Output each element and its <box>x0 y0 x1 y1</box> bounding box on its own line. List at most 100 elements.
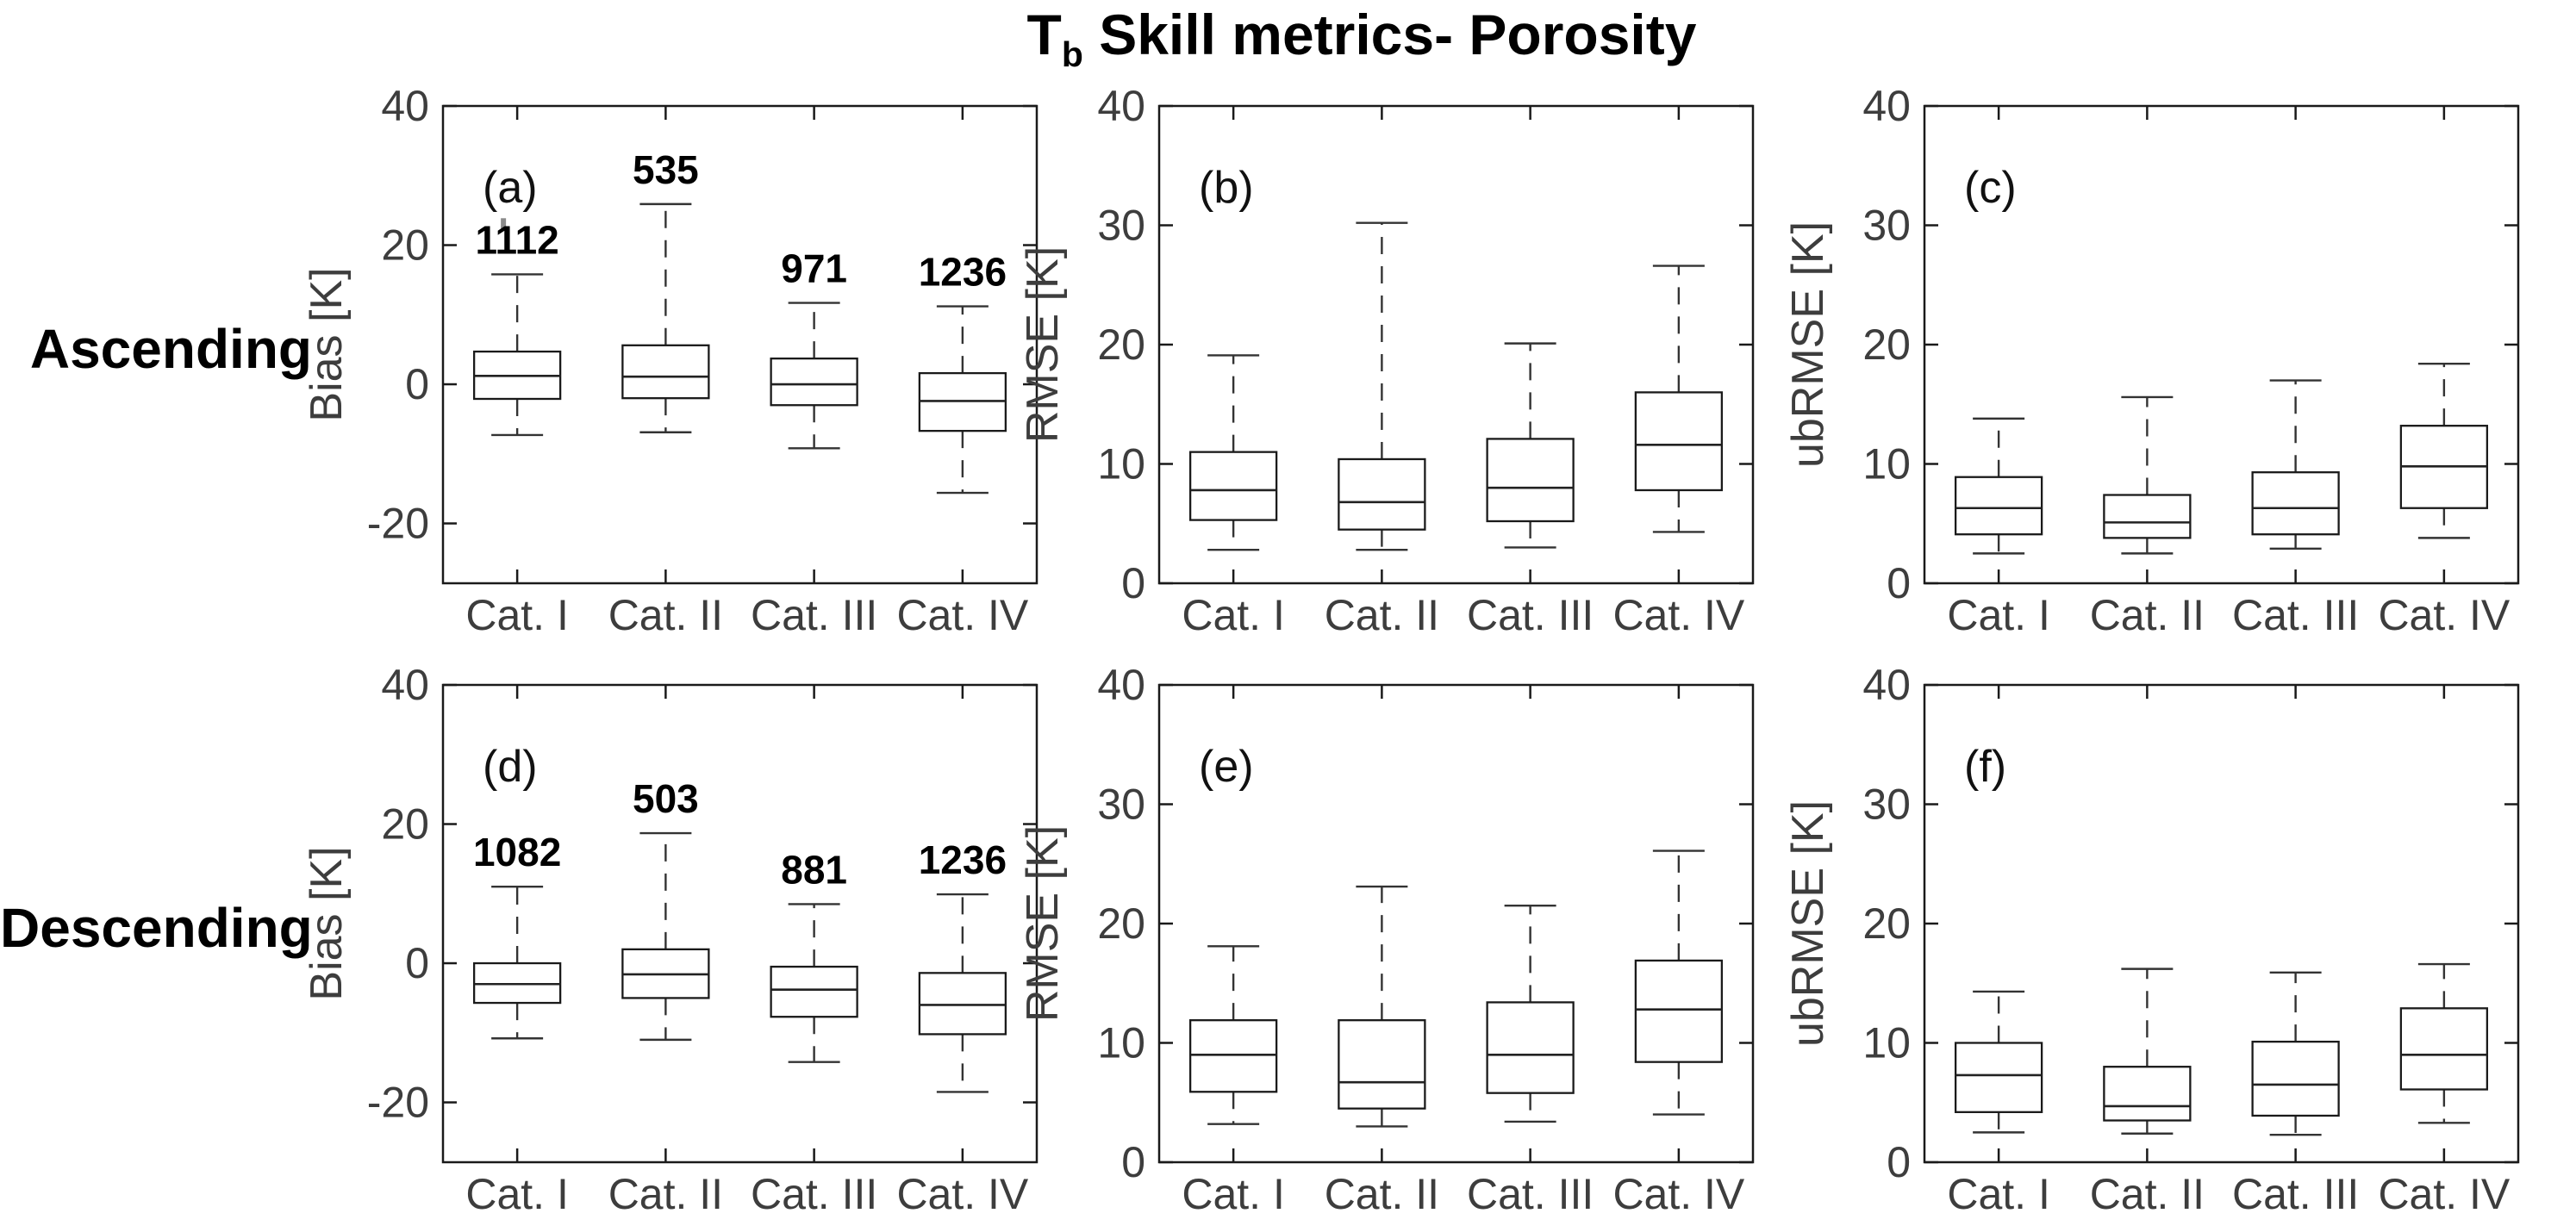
y-tick-label: 20 <box>381 221 429 270</box>
x-tick-label: Cat. IV <box>1612 591 1744 639</box>
panel-letter: (a) <box>483 163 538 213</box>
x-tick-label: Cat. III <box>1467 1170 1594 1218</box>
boxplot-cat-iv <box>2399 962 2489 1124</box>
panel-a-plot: Bias [K] -20 0 20 40 Cat. I Cat. II Cat. III Cat… <box>302 82 1039 639</box>
panel-c: ubRMSE [K] 0 10 20 30 40 Cat. I Cat. II Cat. III… <box>1783 82 2520 639</box>
iqr-box <box>918 972 1007 1036</box>
y-tick-label: 40 <box>381 661 429 709</box>
y-axis-label: ubRMSE [K] <box>1783 800 1833 1047</box>
boxplot-cat-ii: 503 <box>621 776 710 1042</box>
axes-frame <box>441 683 1039 1164</box>
panel-d: Bias [K] -20 0 20 40 Cat. I Cat. II Cat. III Cat… <box>302 661 1039 1218</box>
title-prefix: T <box>1026 3 1062 66</box>
x-tick-label: Cat. IV <box>1612 1170 1744 1218</box>
x-tick-label: Cat. I <box>1947 1170 2049 1218</box>
x-tick-label: Cat. III <box>1467 591 1594 639</box>
figure-title: Tb Skill metrics- Porosity <box>1027 2 1697 75</box>
x-tick-label: Cat. IV <box>896 591 1028 639</box>
x-tick-label: Cat. IV <box>2378 591 2510 639</box>
x-tick-label: Cat. I <box>1182 1170 1284 1218</box>
y-tick-label: 20 <box>1862 320 1911 369</box>
panel-letter: (f) <box>1964 742 2006 792</box>
y-tick-label: 40 <box>1097 661 1145 709</box>
y-tick-label: 20 <box>381 800 429 849</box>
title-subscript: b <box>1061 34 1083 75</box>
iqr-box <box>1338 1019 1426 1110</box>
panel-b-plot: RMSE [K] 0 10 20 30 40 Cat. I Cat. II Cat. III Ca… <box>1018 82 1755 639</box>
x-tick-label: Cat. IV <box>896 1170 1028 1218</box>
x-tick-label: Cat. II <box>608 591 723 639</box>
iqr-box <box>770 965 858 1018</box>
y-tick-label: 20 <box>1862 899 1911 948</box>
y-tick-label: 40 <box>1862 82 1911 130</box>
x-tick-label: Cat. II <box>2090 591 2205 639</box>
y-tick-label: 10 <box>1862 1019 1911 1067</box>
boxplot-cat-iii: 971 <box>770 246 858 450</box>
y-tick-label: 0 <box>1887 559 1911 607</box>
y-tick-label: 0 <box>1121 559 1145 607</box>
iqr-box <box>1188 451 1278 521</box>
panel-letter: (e) <box>1199 742 1254 792</box>
sample-count-label: 1112 <box>475 217 558 262</box>
iqr-box <box>1338 457 1426 531</box>
y-tick-label: 0 <box>1121 1138 1145 1186</box>
y-axis-label: RMSE [K] <box>1018 825 1068 1022</box>
x-tick-label: Cat. I <box>465 591 568 639</box>
panel-f: ubRMSE [K] 0 10 20 30 40 Cat. I Cat. II Cat. III… <box>1783 661 2520 1218</box>
sample-count-label: 1236 <box>919 837 1007 882</box>
boxplot-cat-ii <box>2103 395 2192 555</box>
iqr-box <box>2103 1066 2192 1122</box>
boxplot-cat-iv <box>1634 264 1724 533</box>
boxplot-cat-i <box>1954 417 2043 555</box>
y-axis-label: Bias [K] <box>302 846 352 1000</box>
boxplot-cat-ii <box>1338 885 1426 1128</box>
y-tick-label: -20 <box>367 500 429 548</box>
sample-count-label: 1082 <box>473 830 561 874</box>
boxplot-cat-iii <box>1486 905 1575 1123</box>
x-tick-label: Cat. III <box>751 1170 877 1218</box>
sample-count-label: 881 <box>781 847 847 892</box>
boxplot-cat-iv <box>1634 849 1724 1116</box>
y-tick-label: 0 <box>405 939 429 987</box>
title-rest: Skill metrics- Porosity <box>1082 3 1697 66</box>
iqr-box <box>2251 1040 2340 1117</box>
iqr-box <box>1486 438 1575 523</box>
y-tick-label: 40 <box>1097 82 1145 130</box>
x-tick-label: Cat. III <box>2232 1170 2359 1218</box>
axes-frame <box>441 104 1039 585</box>
y-tick-label: 10 <box>1862 440 1911 488</box>
y-tick-label: 40 <box>381 82 429 130</box>
x-tick-label: Cat. III <box>2232 591 2359 639</box>
iqr-box <box>621 344 710 400</box>
panel-letter: (c) <box>1964 163 2017 213</box>
panel-d-plot: Bias [K] -20 0 20 40 Cat. I Cat. II Cat. III Cat… <box>302 661 1039 1218</box>
iqr-box <box>1486 1001 1575 1094</box>
sample-count-label: 535 <box>633 147 699 192</box>
y-axis-label: Bias [K] <box>302 267 352 421</box>
panel-f-plot: ubRMSE [K] 0 10 20 30 40 Cat. I Cat. II Cat. III… <box>1783 661 2520 1218</box>
x-tick-label: Cat. II <box>1325 591 1439 639</box>
iqr-box <box>2103 494 2192 539</box>
y-tick-label: 30 <box>1862 781 1911 829</box>
y-tick-label: 20 <box>1097 320 1145 369</box>
x-tick-label: Cat. III <box>751 591 877 639</box>
y-axis-label: ubRMSE [K] <box>1783 221 1833 468</box>
iqr-box <box>2399 1007 2489 1091</box>
boxplot-cat-iv: 1236 <box>919 250 1007 495</box>
boxplot-cat-i: 1112 <box>472 217 562 437</box>
y-tick-label: 30 <box>1862 202 1911 250</box>
boxplot-cat-i <box>1188 354 1278 551</box>
boxplot-cat-ii <box>2103 968 2192 1135</box>
y-tick-label: 40 <box>1862 661 1911 709</box>
x-tick-label: Cat. I <box>1947 591 2049 639</box>
y-tick-label: 10 <box>1097 1019 1145 1067</box>
y-tick-label: 0 <box>1887 1138 1911 1186</box>
y-tick-label: 30 <box>1097 781 1145 829</box>
boxplot-cat-ii: 535 <box>621 147 710 433</box>
x-tick-label: Cat. IV <box>2378 1170 2510 1218</box>
boxplot-cat-ii <box>1338 221 1426 551</box>
iqr-box <box>1954 476 2043 536</box>
iqr-box <box>1634 959 1724 1063</box>
boxplot-cat-iii <box>2251 971 2340 1136</box>
boxplot-cat-iii <box>1486 342 1575 549</box>
